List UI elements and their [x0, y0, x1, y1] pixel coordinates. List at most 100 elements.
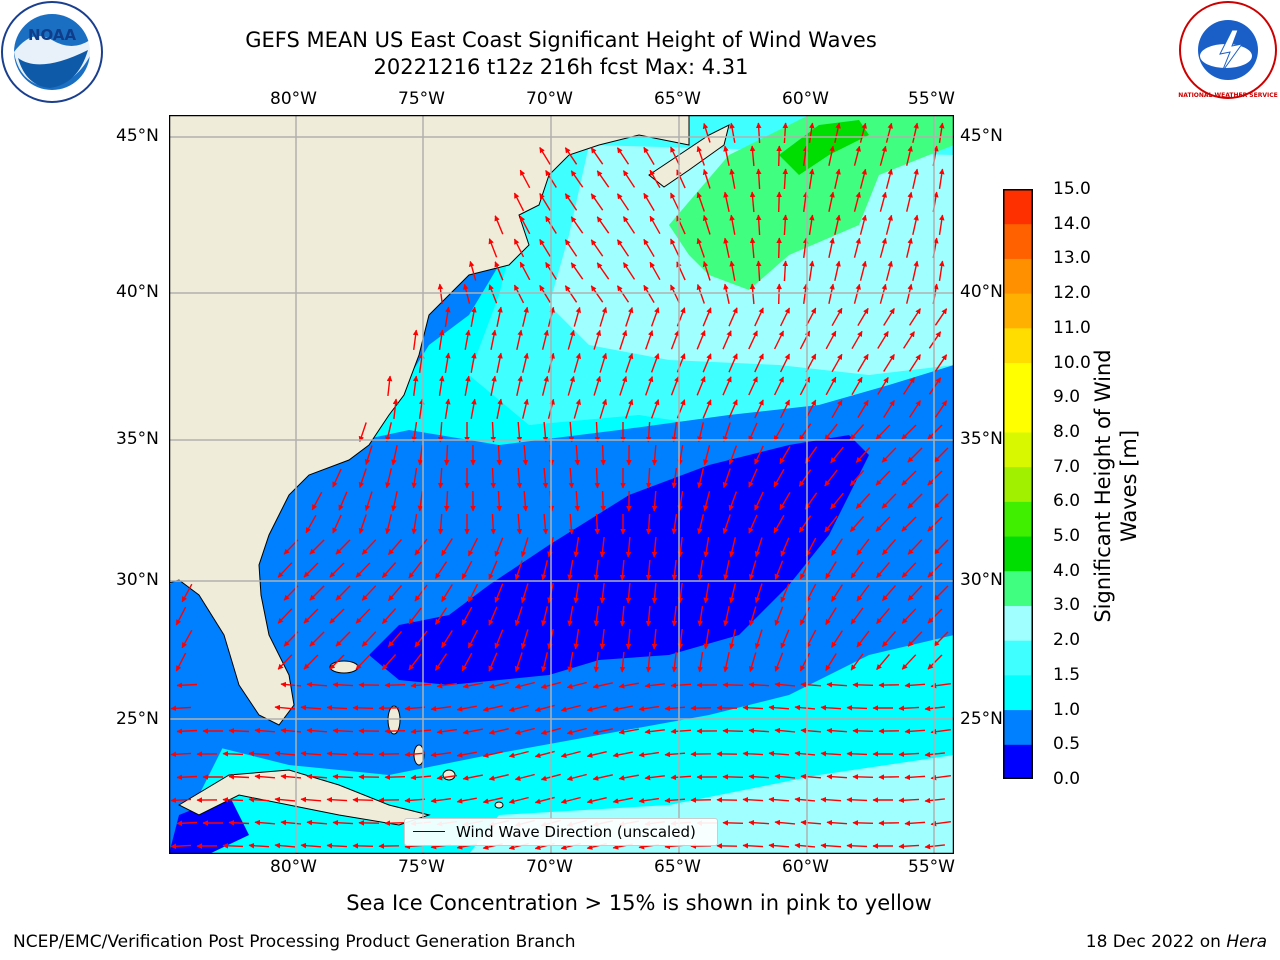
- wind-wave-arrow: [779, 446, 791, 465]
- wind-wave-arrow: [846, 797, 868, 803]
- wind-wave-arrow: [280, 727, 302, 734]
- wind-wave-arrow: [671, 422, 678, 443]
- wind-wave-arrow: [414, 630, 428, 648]
- wind-wave-arrow: [488, 606, 498, 626]
- wind-wave-arrow: [170, 843, 192, 850]
- wind-wave-arrow: [612, 751, 633, 758]
- wind-wave-arrow: [638, 797, 659, 804]
- wind-wave-arrow: [570, 262, 584, 280]
- wind-wave-arrow: [352, 751, 374, 757]
- wind-wave-arrow: [831, 584, 843, 602]
- wind-wave-arrow: [875, 470, 891, 486]
- wind-wave-arrow: [805, 537, 817, 557]
- wind-wave-arrow: [912, 260, 919, 281]
- wind-wave-arrow: [385, 468, 392, 489]
- wind-wave-arrow: [670, 774, 692, 781]
- wind-wave-arrow: [802, 145, 809, 166]
- wind-wave-arrow: [381, 654, 397, 670]
- wind-wave-arrow: [645, 559, 652, 581]
- wind-wave-arrow: [522, 398, 529, 419]
- wind-wave-arrow: [513, 284, 525, 304]
- wind-wave-arrow: [618, 682, 639, 689]
- wind-wave-arrow: [441, 538, 453, 556]
- noaa-logo: NOAA: [0, 0, 104, 104]
- wind-wave-arrow: [702, 214, 711, 235]
- wind-wave-arrow: [568, 421, 575, 443]
- wind-wave-arrow: [326, 750, 348, 757]
- wind-wave-arrow: [933, 493, 949, 509]
- wind-wave-arrow: [742, 750, 764, 757]
- wind-wave-arrow: [924, 843, 945, 850]
- wind-wave-arrow: [358, 514, 367, 535]
- wind-wave-arrow: [748, 468, 758, 488]
- wind-wave-arrow: [516, 421, 523, 443]
- wind-wave-arrow: [754, 399, 764, 419]
- wind-wave-arrow: [898, 797, 920, 804]
- noaa-logo-text: NOAA: [28, 26, 77, 44]
- wind-wave-arrow: [586, 705, 607, 712]
- wind-wave-arrow: [677, 490, 684, 512]
- wind-wave-arrow: [651, 582, 658, 604]
- wind-wave-arrow: [702, 353, 712, 373]
- wind-wave-arrow: [404, 797, 426, 804]
- wind-wave-arrow: [883, 354, 895, 372]
- wind-wave-arrow: [856, 630, 870, 648]
- wind-wave-arrow: [541, 606, 548, 627]
- wind-wave-arrow: [560, 796, 581, 804]
- wind-wave-arrow: [462, 682, 483, 689]
- wind-wave-arrow: [800, 819, 822, 826]
- wind-wave-arrow: [650, 307, 660, 327]
- wind-wave-arrow: [181, 629, 193, 649]
- wind-wave-arrow: [907, 493, 923, 509]
- wind-wave-arrow: [384, 774, 406, 780]
- wind-wave-arrow: [645, 605, 652, 627]
- lat-label-left-45n: 45°N: [116, 126, 159, 146]
- wind-wave-arrow: [670, 330, 680, 350]
- wind-wave-arrow: [723, 283, 730, 304]
- wind-wave-arrow: [514, 560, 523, 581]
- wind-wave-arrow: [729, 629, 736, 650]
- wind-wave-arrow: [574, 444, 581, 466]
- wind-wave-arrow: [729, 168, 736, 189]
- wind-wave-arrow: [392, 398, 399, 419]
- wind-wave-arrow: [280, 819, 302, 826]
- wind-wave-arrow: [857, 399, 869, 418]
- wind-wave-arrow: [222, 797, 244, 803]
- wind-wave-arrow: [909, 354, 921, 372]
- wind-wave-arrow: [411, 421, 418, 443]
- wind-wave-arrow: [441, 630, 453, 648]
- wind-wave-arrow: [568, 513, 575, 535]
- wind-wave-arrow: [754, 491, 764, 511]
- wind-wave-arrow: [488, 652, 498, 672]
- wind-wave-arrow: [927, 424, 943, 440]
- wind-wave-arrow: [300, 750, 322, 757]
- wind-wave-arrow: [170, 751, 192, 758]
- wind-wave-arrow: [436, 774, 457, 781]
- wind-wave-arrow: [593, 329, 602, 350]
- wind-wave-arrow: [638, 705, 659, 712]
- wind-wave-arrow: [470, 398, 477, 419]
- wind-wave-arrow: [885, 168, 893, 189]
- colorbar-tick-label: 12.0: [1053, 283, 1091, 304]
- wind-wave-arrow: [514, 652, 523, 673]
- wind-wave-arrow: [332, 819, 354, 826]
- wind-wave-arrow: [927, 654, 943, 670]
- wind-wave-arrow: [933, 585, 949, 601]
- wind-wave-arrow: [831, 538, 843, 556]
- wind-wave-arrow: [696, 283, 705, 304]
- wind-wave-arrow: [912, 168, 919, 189]
- wind-wave-arrow: [560, 750, 581, 758]
- wind-wave-arrow: [306, 819, 328, 826]
- wind-wave-arrow: [303, 562, 319, 578]
- wind-wave-arrow: [779, 353, 791, 373]
- wind-wave-arrow: [355, 608, 371, 624]
- wind-wave-arrow: [514, 606, 523, 627]
- wind-wave-arrow: [828, 237, 835, 258]
- wind-wave-arrow: [825, 376, 837, 396]
- wind-wave-arrow: [802, 283, 809, 304]
- wind-wave-arrow: [176, 682, 198, 689]
- wind-wave-arrow: [516, 467, 523, 489]
- wind-wave-arrow: [508, 704, 529, 712]
- wind-wave-arrow: [573, 582, 580, 604]
- wind-wave-arrow: [625, 306, 634, 327]
